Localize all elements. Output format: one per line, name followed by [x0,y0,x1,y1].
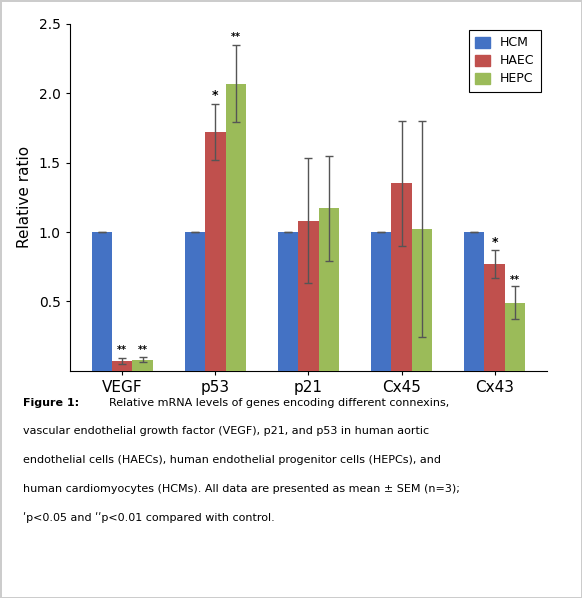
Bar [412,229,432,371]
Bar [505,303,526,371]
Text: **: ** [510,274,520,285]
Text: vascular endothelial growth factor (VEGF), p21, and p53 in human aortic: vascular endothelial growth factor (VEGF… [23,426,430,437]
Bar [91,232,112,371]
Text: Relative mRNA levels of genes encoding different connexins,: Relative mRNA levels of genes encoding d… [102,398,449,408]
Bar [112,361,133,371]
Text: **: ** [231,32,241,42]
Bar [226,84,246,371]
Text: human cardiomyocytes (HCMs). All data are presented as mean ± SEM (n=3);: human cardiomyocytes (HCMs). All data ar… [23,484,460,494]
Bar [319,209,339,371]
Bar [278,232,298,371]
Text: *: * [212,89,219,102]
Bar [391,184,412,371]
Text: **: ** [138,346,148,355]
Bar [205,132,226,371]
Bar [464,232,484,371]
Bar [298,221,319,371]
Legend: HCM, HAEC, HEPC: HCM, HAEC, HEPC [469,30,541,91]
Text: *: * [491,236,498,249]
Text: **: ** [117,346,127,355]
Bar [184,232,205,371]
Y-axis label: Relative ratio: Relative ratio [17,147,32,248]
Text: ʹp<0.05 and ʹʹp<0.01 compared with control.: ʹp<0.05 and ʹʹp<0.01 compared with contr… [23,512,275,523]
Bar [484,264,505,371]
Bar [133,359,153,371]
Text: endothelial cells (HAECs), human endothelial progenitor cells (HEPCs), and: endothelial cells (HAECs), human endothe… [23,455,441,465]
Text: Figure 1:: Figure 1: [23,398,79,408]
Bar [371,232,391,371]
